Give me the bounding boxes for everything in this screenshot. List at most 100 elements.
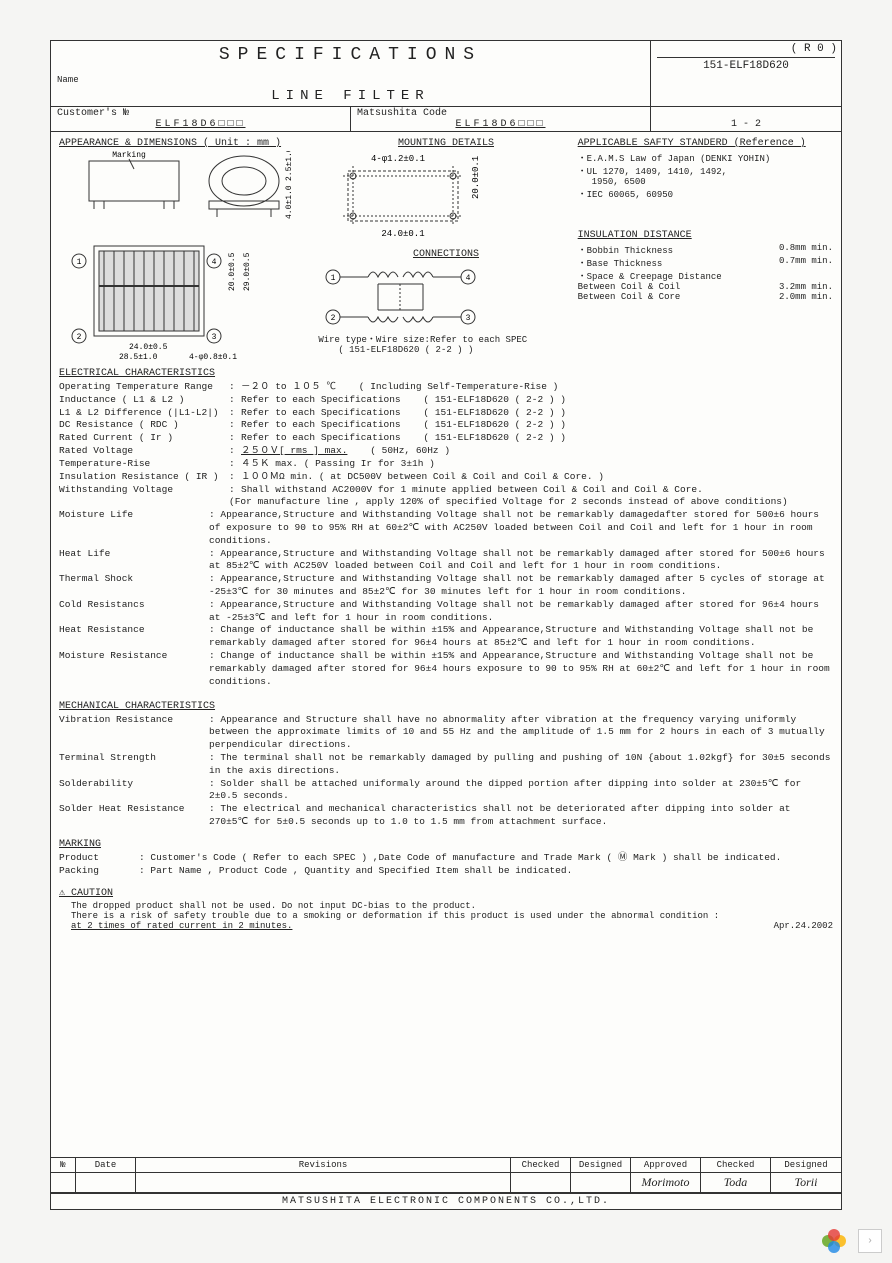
cold: : Appearance,Structure and Withstanding …: [209, 599, 833, 625]
matsushita-code: ELF18D6□□□: [357, 119, 644, 130]
title-row: SPECIFICATIONS ( R 0 ) 151-ELF18D620: [51, 41, 841, 74]
doc-title: SPECIFICATIONS: [51, 41, 651, 74]
cold-l: Cold Resistancs: [59, 599, 209, 625]
elec-row: Inductance ( L1 & L2 ):Refer to each Spe…: [59, 394, 833, 407]
safety-s2: ・UL 1270, 1409, 1410, 1492,: [578, 164, 833, 177]
svg-text:Marking: Marking: [112, 151, 146, 160]
body: APPEARANCE & DIMENSIONS ( Unit : mm ) Ma…: [51, 132, 841, 935]
sig-designed: Torii: [771, 1173, 841, 1192]
conn-note2: ( 151-ELF18D620 ( 2-2 ) ): [318, 345, 573, 355]
ins-r1: ・Bobbin Thickness: [578, 243, 673, 256]
safety-title: APPLICABLE SAFTY STANDERD (Reference ): [578, 138, 833, 149]
vib-l: Vibration Resistance: [59, 714, 209, 752]
ins-r2: ・Base Thickness: [578, 256, 663, 269]
code-row: Customer's № ELF18D6□□□ Matsushita Code …: [51, 107, 841, 132]
mounting-col: MOUNTING DETAILS 4-φ1.2±0.1 24.0±0.1 20.…: [318, 136, 573, 366]
svg-text:2: 2: [331, 314, 336, 323]
svg-text:4-φ1.2±0.1: 4-φ1.2±0.1: [371, 154, 425, 164]
caution-date: Apr.24.2002: [774, 921, 833, 931]
caution-l1: The dropped product shall not be used. D…: [59, 901, 833, 911]
term-l: Terminal Strength: [59, 752, 209, 778]
caution-l3: at 2 times of rated current in 2 minutes…: [71, 921, 292, 931]
elec-row: Rated Current ( Ir ):Refer to each Speci…: [59, 432, 833, 445]
customer-label: Customer's №: [57, 108, 129, 119]
svg-text:4.0±1.0: 4.0±1.0: [285, 185, 294, 219]
sig-checked: Toda: [701, 1173, 771, 1192]
ins-r5: Between Coil & Core: [578, 292, 681, 302]
elec-row: Insulation Resistance ( IR ):１００ＭΩ min. …: [59, 471, 833, 484]
doc-number: 151-ELF18D620: [657, 57, 835, 72]
ft-chk2: Checked: [701, 1158, 771, 1172]
ins-v5: 2.0mm min.: [779, 292, 833, 302]
elec-title: ELECTRICAL CHARACTERISTICS: [59, 368, 833, 379]
ins-v4: 3.2mm min.: [779, 282, 833, 292]
svg-text:4: 4: [212, 258, 217, 267]
ft-date: Date: [76, 1158, 136, 1172]
footer-header: № Date Revisions Checked Designed Approv…: [51, 1158, 841, 1173]
mark-product: : Customer's Code ( Refer to each SPEC )…: [139, 852, 833, 865]
shr: : The electrical and mechanical characte…: [209, 803, 833, 829]
elec-row: DC Resistance ( RDC ):Refer to each Spec…: [59, 419, 833, 432]
ft-no: №: [51, 1158, 76, 1172]
safety-s1: ・E.A.M.S Law of Japan (DENKI YOHIN): [578, 151, 833, 164]
safety-s2b: 1950, 6500: [578, 177, 833, 187]
caution-title: ⚠ CAUTION: [59, 887, 833, 899]
page-number: 1 - 2: [731, 119, 761, 130]
appearance-col: APPEARANCE & DIMENSIONS ( Unit : mm ) Ma…: [59, 136, 314, 366]
svg-text:1: 1: [331, 274, 336, 283]
name-label: Name: [51, 74, 650, 86]
elec-row: Withstanding Voltage:Shall withstand AC2…: [59, 484, 833, 497]
svg-text:24.0±0.1: 24.0±0.1: [382, 229, 425, 239]
appearance-title: APPEARANCE & DIMENSIONS ( Unit : mm ): [59, 138, 314, 149]
next-page-icon[interactable]: ›: [858, 1229, 882, 1253]
mounting-title: MOUNTING DETAILS: [318, 138, 573, 149]
thermal: : Appearance,Structure and Withstanding …: [209, 573, 833, 599]
matsushita-label: Matsushita Code: [357, 108, 447, 119]
drawings-row: APPEARANCE & DIMENSIONS ( Unit : mm ) Ma…: [59, 136, 833, 366]
sold-l: Solderability: [59, 778, 209, 804]
insulation-title: INSULATION DISTANCE: [578, 230, 833, 241]
elec-row: L1 & L2 Difference (|L1-L2|):Refer to ea…: [59, 407, 833, 420]
svg-text:2: 2: [77, 333, 82, 342]
revision: ( R 0 ): [791, 43, 837, 55]
svg-text:20.0±0.5: 20.0±0.5: [228, 252, 237, 291]
conn-note1: Wire type・Wire size:Refer to each SPEC: [318, 332, 573, 345]
vib: : Appearance and Structure shall have no…: [209, 714, 833, 752]
ins-r3: ・Space & Creepage Distance: [578, 269, 833, 282]
ins-r4: Between Coil & Coil: [578, 282, 681, 292]
elec-row: Rated Voltage: ２５０Ｖ[ rms ] max. ( 50Hz, …: [59, 445, 833, 458]
moisture-life: : Appearance,Structure and Withstanding …: [209, 509, 833, 547]
connections-drawing: 1 2 4 3: [318, 262, 498, 332]
ft-des1: Designed: [571, 1158, 631, 1172]
safety-col: APPLICABLE SAFTY STANDERD (Reference ) ・…: [578, 136, 833, 366]
moistr: : Change of inductance shall be within ±…: [209, 650, 833, 688]
appearance-drawing: Marking 2.5±1.0 4.0±1.0 1 2: [59, 151, 309, 361]
svg-text:2.5±1.0: 2.5±1.0: [285, 151, 294, 181]
svg-text:28.5±1.0: 28.5±1.0: [119, 353, 158, 361]
company-row: MATSUSHITA ELECTRONIC COMPONENTS CO.,LTD…: [51, 1193, 841, 1209]
ft-rev: Revisions: [136, 1158, 511, 1172]
ft-chk1: Checked: [511, 1158, 571, 1172]
svg-text:4-φ0.8±0.1: 4-φ0.8±0.1: [189, 353, 237, 361]
thermal-l: Thermal Shock: [59, 573, 209, 599]
svg-text:29.0±0.5: 29.0±0.5: [243, 252, 252, 291]
spec-sheet: SPECIFICATIONS ( R 0 ) 151-ELF18D620 Nam…: [50, 40, 842, 1210]
mark-packing-l: Packing: [59, 865, 139, 878]
ft-des2: Designed: [771, 1158, 841, 1172]
shr-l: Solder Heat Resistance: [59, 803, 209, 829]
svg-text:3: 3: [466, 314, 471, 323]
term: : The terminal shall not be remarkably d…: [209, 752, 833, 778]
mark-product-l: Product: [59, 852, 139, 865]
footer-blank-row: Morimoto Toda Torii: [51, 1173, 841, 1193]
caution-l2: There is a risk of safety trouble due to…: [59, 911, 833, 921]
customer-code: ELF18D6□□□: [57, 119, 344, 130]
svg-text:1: 1: [77, 258, 82, 267]
mech-title: MECHANICAL CHARACTERISTICS: [59, 701, 833, 712]
moisture-life-l: Moisture Life: [59, 509, 209, 547]
marking-title: MARKING: [59, 839, 833, 850]
svg-text:24.0±0.5: 24.0±0.5: [129, 343, 168, 352]
mark-packing: : Part Name , Product Code , Quantity an…: [139, 865, 833, 878]
svg-text:3: 3: [212, 333, 217, 342]
elec-row: Operating Temperature Range:－２０ to １０５ ℃…: [59, 381, 833, 394]
elec-rows: Operating Temperature Range:－２０ to １０５ ℃…: [59, 381, 833, 496]
